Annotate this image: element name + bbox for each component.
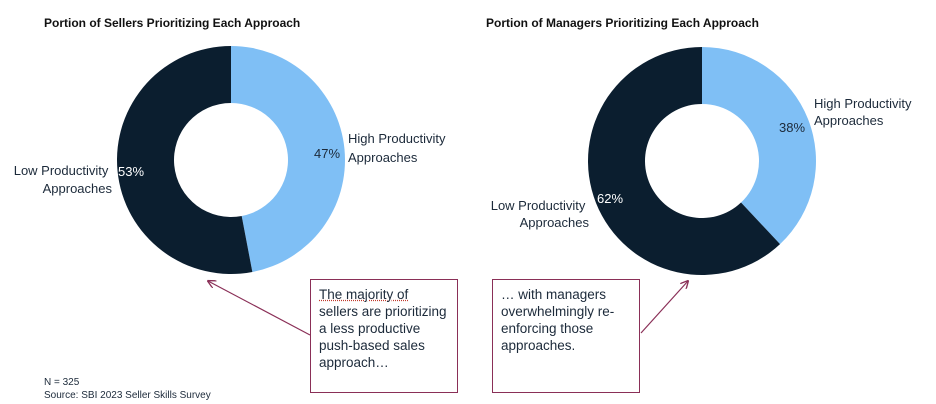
sellers-slice-low — [117, 46, 253, 274]
managers-donut — [587, 47, 816, 275]
sample-size-note: N = 325 — [44, 377, 80, 388]
managers-chart-title: Portion of Managers Prioritizing Each Ap… — [486, 16, 759, 30]
managers-high-label: High Productivity Approaches — [814, 96, 915, 128]
sellers-high-pct: 47% — [314, 146, 340, 161]
right-callout-arrow — [640, 281, 688, 334]
managers-low-label: Low Productivity Approaches — [491, 198, 590, 230]
sellers-chart-title: Portion of Sellers Prioritizing Each App… — [44, 16, 300, 30]
sellers-donut — [117, 46, 346, 274]
source-note: Source: SBI 2023 Seller Skills Survey — [44, 390, 211, 401]
managers-slice-high — [702, 47, 816, 245]
sellers-slice-high — [231, 46, 346, 272]
managers-low-pct: 62% — [597, 191, 623, 206]
managers-high-pct: 38% — [779, 120, 805, 135]
right-callout-box: … with managers overwhelmingly re-enforc… — [492, 279, 640, 393]
sellers-low-pct: 53% — [118, 164, 144, 179]
left-callout-box: The majority of sellers are prioritizing… — [310, 279, 458, 393]
left-callout-arrow — [208, 281, 311, 336]
sellers-low-label: Low Productivity Approaches — [14, 163, 113, 196]
left-callout-text: sellers are prioritizing a less producti… — [319, 304, 447, 370]
left-callout-first: The majority of — [319, 287, 409, 302]
managers-slice-low — [587, 47, 781, 275]
sellers-high-label: High Productivity Approaches — [348, 131, 449, 165]
right-callout-text: … with managers overwhelmingly re-enforc… — [501, 287, 615, 353]
